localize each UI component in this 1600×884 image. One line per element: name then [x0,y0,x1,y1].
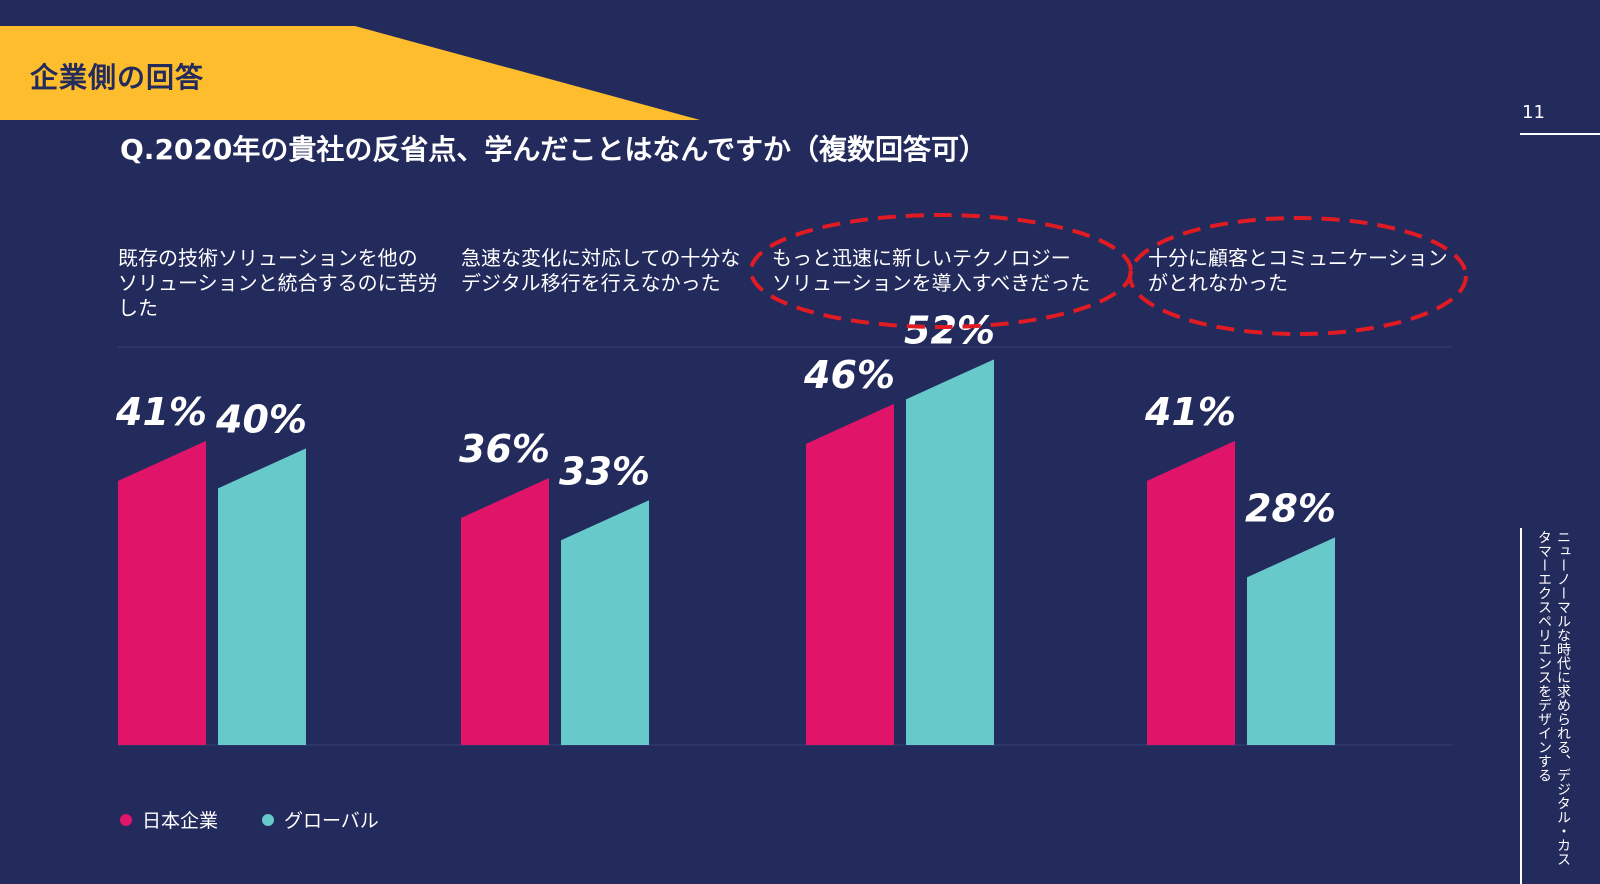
side-rule [1520,528,1522,884]
legend-dot-japan [120,813,132,826]
legend-item-japan: 日本企業 [120,806,218,833]
bar-global-3 [906,359,994,745]
bar-japan-2 [461,478,549,745]
bar-global-2 [561,500,649,745]
tag-banner [0,26,700,120]
legend-label-global: グローバル [284,810,379,832]
category-label-line: 十分に顧客とコミュニケーション [1148,246,1448,270]
legend-label-japan: 日本企業 [142,810,219,832]
category-label-line: ソリューションと統合するのに苦労 [118,271,438,295]
value-label-global-2: 33% [559,449,650,493]
bar-japan-1 [118,440,206,745]
category-label-line: がとれなかった [1148,271,1288,295]
side-caption: ニューノーマルな時代に求められる、デジタル・カスタマーエクスペリエンスをデザイン… [1536,530,1571,866]
category-label-line: デジタル移行を行えなかった [461,271,721,295]
bar-japan-3 [806,403,894,745]
value-label-japan-3: 46% [803,353,895,397]
category-label-line: 既存の技術ソリューションを他の [118,246,418,270]
category-label-line: ソリューションを導入すべきだった [772,271,1091,295]
legend-item-global: グローバル [262,806,379,833]
legend-dot-global [262,813,274,826]
bar-japan-4 [1147,440,1235,745]
category-label-3: もっと迅速に新しいテクノロジー ソリューションを導入すべきだった [772,246,1092,296]
value-label-japan-1: 41% [115,390,207,434]
category-label-line: 急速な変化に対応しての十分な [461,246,741,270]
tag-label: 企業側の回答 [30,61,205,94]
page-number-rule [1520,133,1600,135]
value-label-global-4: 28% [1245,486,1336,530]
category-label-2: 急速な変化に対応しての十分な デジタル移行を行えなかった [461,246,781,296]
category-label-line: もっと迅速に新しいテクノロジー [772,246,1071,270]
highlight-ellipse-4 [1128,216,1468,336]
value-label-global-3: 52% [904,308,995,352]
bar-global-1 [218,448,306,745]
value-label-global-1: 40% [215,397,307,441]
category-label-1: 既存の技術ソリューションを他の ソリューションと統合するのに苦労 した [118,246,438,321]
category-label-4: 十分に顧客とコミュニケーション がとれなかった [1148,246,1468,296]
value-label-japan-4: 41% [1144,390,1236,434]
question-title: Q.2020年の貴社の反省点、学んだことはなんですか（複数回答可） [120,133,987,166]
bar-global-4 [1247,537,1335,745]
page-number: 11 [1522,102,1545,123]
value-label-japan-2: 36% [459,427,550,471]
category-label-line: した [118,296,158,320]
tag-banner-shape [0,26,700,120]
